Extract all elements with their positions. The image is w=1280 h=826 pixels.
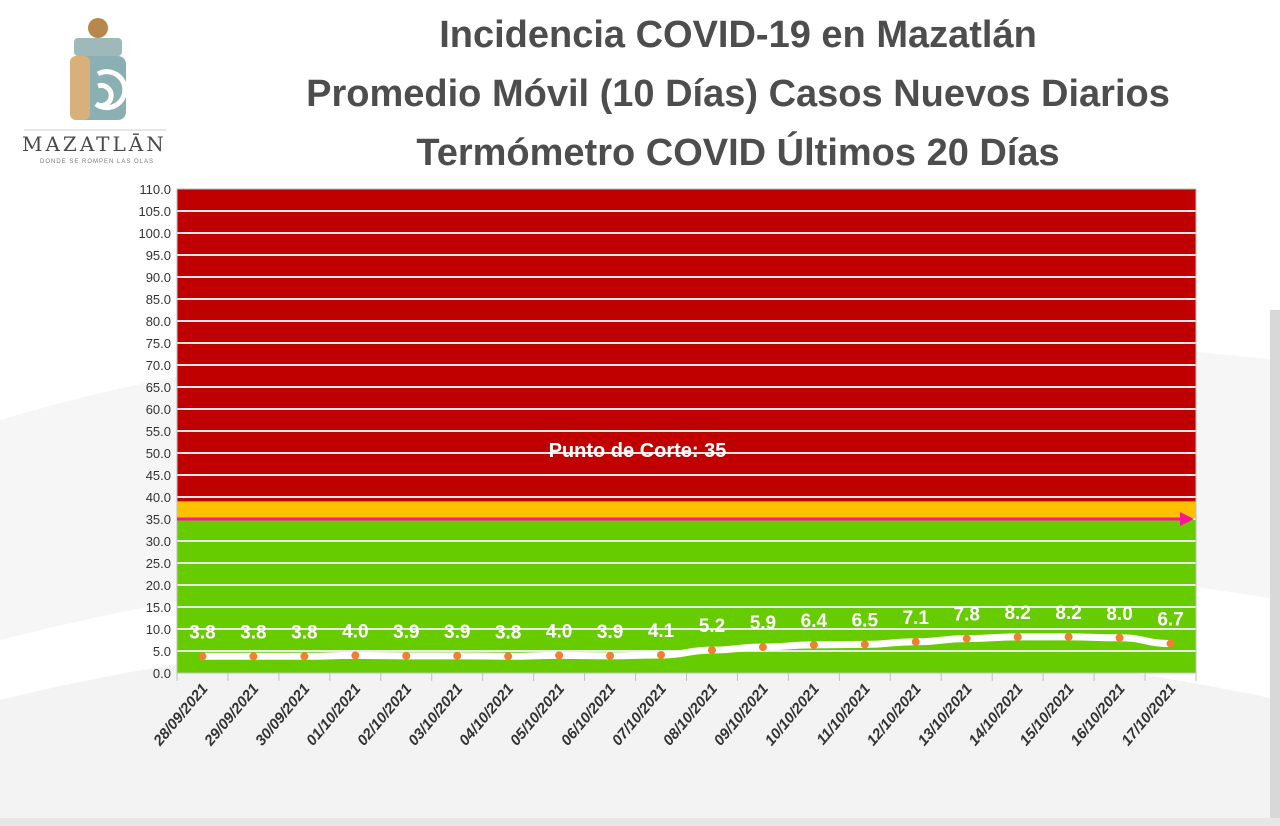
data-label: 4.0 — [342, 621, 368, 642]
data-label: 8.2 — [1004, 603, 1030, 624]
series-line — [198, 633, 1175, 660]
y-tick-label: 95.0 — [146, 248, 171, 263]
data-point — [758, 643, 767, 652]
data-label: 3.8 — [495, 622, 521, 643]
data-label: 4.1 — [648, 621, 675, 642]
data-label: 3.9 — [597, 622, 623, 643]
y-tick-label: 75.0 — [146, 336, 171, 351]
y-tick-label: 70.0 — [146, 358, 171, 373]
data-label: 7.1 — [903, 608, 930, 629]
data-point — [1115, 633, 1124, 642]
data-label: 5.9 — [750, 613, 776, 634]
y-tick-label: 50.0 — [146, 446, 171, 461]
y-tick-label: 20.0 — [146, 578, 171, 593]
data-label: 4.0 — [546, 621, 572, 642]
data-label: 7.8 — [954, 605, 980, 626]
data-point — [504, 652, 513, 661]
data-point — [1064, 632, 1073, 641]
cutoff-arrowhead — [1180, 512, 1194, 526]
title-line-2: Promedio Móvil (10 Días) Casos Nuevos Di… — [306, 73, 1170, 115]
y-tick-label: 65.0 — [146, 380, 171, 395]
title-line-3: Termómetro COVID Últimos 20 Días — [416, 132, 1060, 174]
data-label: 6.5 — [852, 610, 879, 631]
data-label: 8.2 — [1055, 603, 1081, 624]
data-label: 3.8 — [240, 622, 266, 643]
y-tick-label: 90.0 — [146, 270, 171, 285]
y-tick-label: 60.0 — [146, 402, 171, 417]
y-tick-label: 80.0 — [146, 314, 171, 329]
logo-wordmark: MAZATLĀN — [22, 132, 167, 156]
data-label: 3.8 — [189, 622, 215, 643]
logo-tagline: DONDE SE ROMPEN LAS OLAS — [40, 159, 155, 165]
data-label: 6.7 — [1157, 610, 1183, 631]
data-point — [453, 651, 462, 660]
data-label: 8.0 — [1106, 604, 1132, 625]
data-point — [1166, 639, 1175, 648]
data-label: 3.9 — [393, 622, 419, 643]
zone-band-yellow — [177, 501, 1196, 519]
data-point — [657, 650, 666, 659]
data-point — [198, 652, 207, 661]
data-point — [707, 646, 716, 655]
data-point — [402, 651, 411, 660]
data-point — [555, 651, 564, 660]
chart-title: Incidencia COVID-19 en Mazatlán Promedio… — [200, 6, 1276, 183]
y-tick-label: 55.0 — [146, 424, 171, 439]
y-tick-label: 100.0 — [138, 226, 171, 241]
data-label: 3.9 — [444, 622, 470, 643]
y-tick-label: 85.0 — [146, 292, 171, 307]
y-tick-label: 0.0 — [153, 666, 171, 681]
y-tick-label: 45.0 — [146, 468, 171, 483]
data-point — [809, 640, 818, 649]
data-label: 5.2 — [699, 616, 725, 637]
data-point — [606, 651, 615, 660]
data-point — [962, 634, 971, 643]
cutoff-label: Punto de Corte: 35 — [549, 440, 727, 462]
zone-band-green — [177, 519, 1196, 673]
y-tick-label: 105.0 — [138, 204, 171, 219]
zone-band-red — [177, 189, 1196, 502]
data-label: 3.8 — [291, 622, 317, 643]
data-point — [860, 640, 869, 649]
y-tick-label: 30.0 — [146, 534, 171, 549]
title-line-1: Incidencia COVID-19 en Mazatlán — [439, 14, 1037, 56]
y-tick-label: 40.0 — [146, 490, 171, 505]
data-point — [249, 652, 258, 661]
data-point — [911, 637, 920, 646]
data-point — [1013, 632, 1022, 641]
y-tick-label: 10.0 — [146, 622, 171, 637]
data-point — [300, 652, 309, 661]
data-label: 6.4 — [801, 611, 828, 632]
y-tick-label: 15.0 — [146, 600, 171, 615]
y-tick-label: 25.0 — [146, 556, 171, 571]
data-point — [351, 651, 360, 660]
mazatlan-logo — [24, 18, 166, 131]
y-tick-label: 110.0 — [139, 182, 171, 197]
y-tick-label: 5.0 — [153, 644, 171, 659]
y-tick-label: 35.0 — [146, 512, 171, 527]
